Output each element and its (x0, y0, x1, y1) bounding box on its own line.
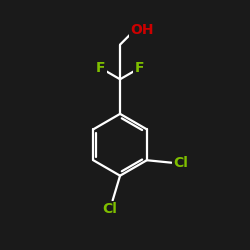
Text: OH: OH (130, 23, 154, 37)
Text: Cl: Cl (103, 202, 118, 216)
Text: Cl: Cl (173, 156, 188, 170)
Text: F: F (134, 61, 144, 75)
Text: F: F (96, 61, 106, 75)
